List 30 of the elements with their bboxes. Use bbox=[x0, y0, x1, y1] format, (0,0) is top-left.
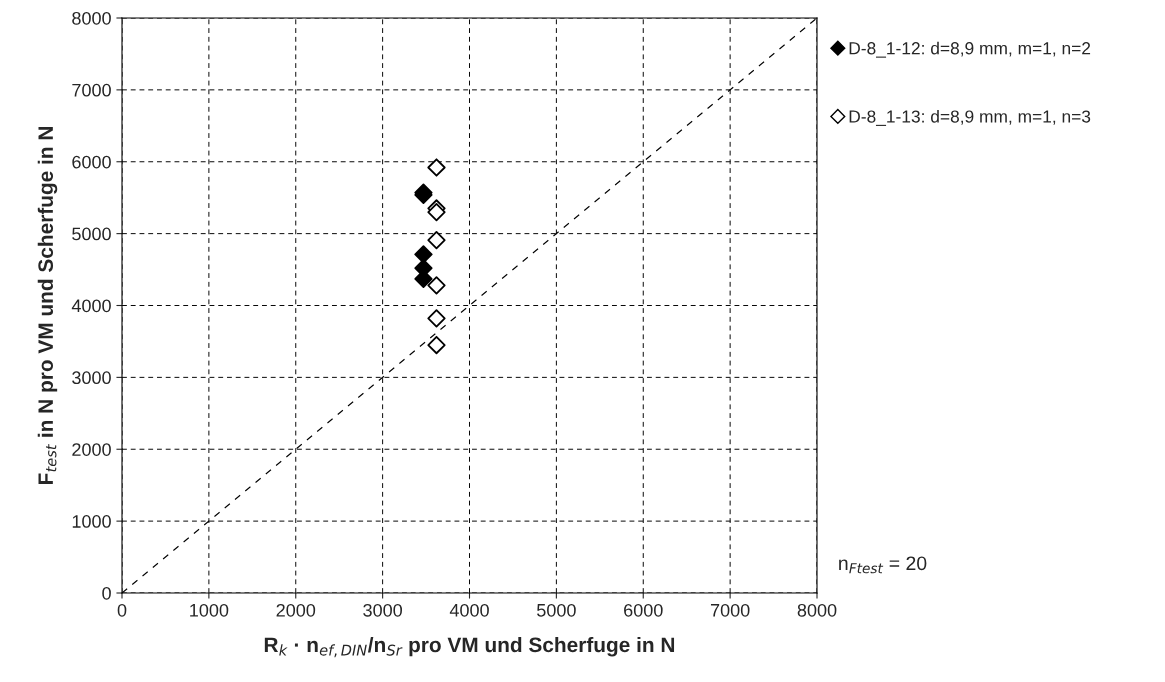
legend-label: D-8_1-12: d=8,9 mm, m=1, n=2 bbox=[849, 41, 1091, 58]
y-tick-label: 5000 bbox=[72, 227, 111, 241]
x-axis-title: R$_{k}$ · n$_{ef,DIN}$/n$_{Sr}$ pro VM und Scherfuge in N bbox=[264, 636, 675, 658]
point bbox=[427, 276, 446, 295]
x-tick-label: 6000 bbox=[624, 603, 663, 617]
point bbox=[414, 245, 433, 264]
x-tick-label: 0 bbox=[117, 603, 127, 617]
x-tick-label: 2000 bbox=[276, 603, 316, 617]
point bbox=[427, 230, 446, 250]
point bbox=[427, 335, 446, 355]
point bbox=[427, 202, 446, 222]
point bbox=[427, 309, 446, 328]
y-tick-label: 0 bbox=[102, 586, 111, 600]
x-tick-label: 7000 bbox=[710, 603, 750, 617]
y-tick-label: 2000 bbox=[72, 443, 111, 456]
x-tick-label: 8000 bbox=[797, 603, 837, 617]
x-tick-label: 4000 bbox=[449, 603, 489, 617]
y-tick-label: 6000 bbox=[72, 155, 111, 169]
y-tick-label: 1000 bbox=[72, 515, 111, 528]
x-tick-label: 5000 bbox=[537, 603, 576, 617]
text: n$_{Ftest}$ = 20 bbox=[839, 556, 927, 574]
point bbox=[427, 158, 446, 177]
y-tick-label: 4000 bbox=[71, 299, 111, 313]
y-tick-label: 3000 bbox=[72, 371, 111, 385]
x-tick-label: 3000 bbox=[363, 603, 402, 617]
x-tick-label: 1000 bbox=[190, 603, 229, 617]
legend-label: D-8_1-13: d=8,9 mm, m=1, n=3 bbox=[849, 109, 1091, 126]
y-axis-title: F$_{test}$ in N pro VM und Scherfuge in N bbox=[37, 127, 58, 484]
y-tick-label: 7000 bbox=[72, 83, 111, 97]
y-tick-label: 8000 bbox=[72, 11, 111, 25]
